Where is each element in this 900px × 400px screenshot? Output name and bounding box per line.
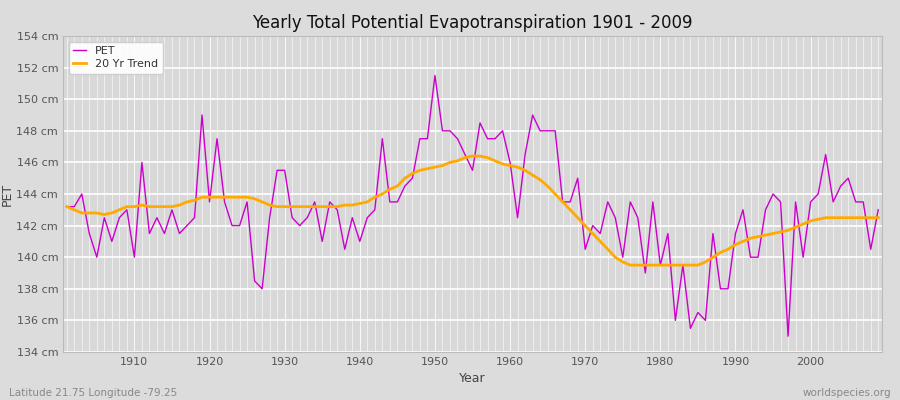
PET (122, 208, 132, 212)
20 Yr Trend (467, 154, 478, 158)
PET (873, 208, 884, 212)
X-axis label: Year: Year (459, 372, 486, 386)
PET (505, 160, 516, 165)
Y-axis label: PET: PET (1, 182, 13, 206)
Line: PET: PET (67, 76, 878, 336)
PET (602, 200, 613, 204)
Text: worldspecies.org: worldspecies.org (803, 388, 891, 398)
20 Yr Trend (505, 163, 516, 168)
20 Yr Trend (332, 204, 343, 209)
20 Yr Trend (512, 165, 523, 170)
20 Yr Trend (625, 263, 635, 268)
PET (512, 215, 523, 220)
20 Yr Trend (61, 204, 72, 209)
Text: Latitude 21.75 Longitude -79.25: Latitude 21.75 Longitude -79.25 (9, 388, 177, 398)
PET (61, 204, 72, 209)
PET (429, 73, 440, 78)
20 Yr Trend (873, 215, 884, 220)
20 Yr Trend (602, 247, 613, 252)
20 Yr Trend (122, 204, 132, 209)
PET (783, 334, 794, 339)
Legend: PET, 20 Yr Trend: PET, 20 Yr Trend (68, 42, 163, 74)
Line: 20 Yr Trend: 20 Yr Trend (67, 156, 878, 265)
PET (332, 208, 343, 212)
Title: Yearly Total Potential Evapotranspiration 1901 - 2009: Yearly Total Potential Evapotranspiratio… (252, 14, 693, 32)
20 Yr Trend (287, 204, 298, 209)
PET (287, 215, 298, 220)
